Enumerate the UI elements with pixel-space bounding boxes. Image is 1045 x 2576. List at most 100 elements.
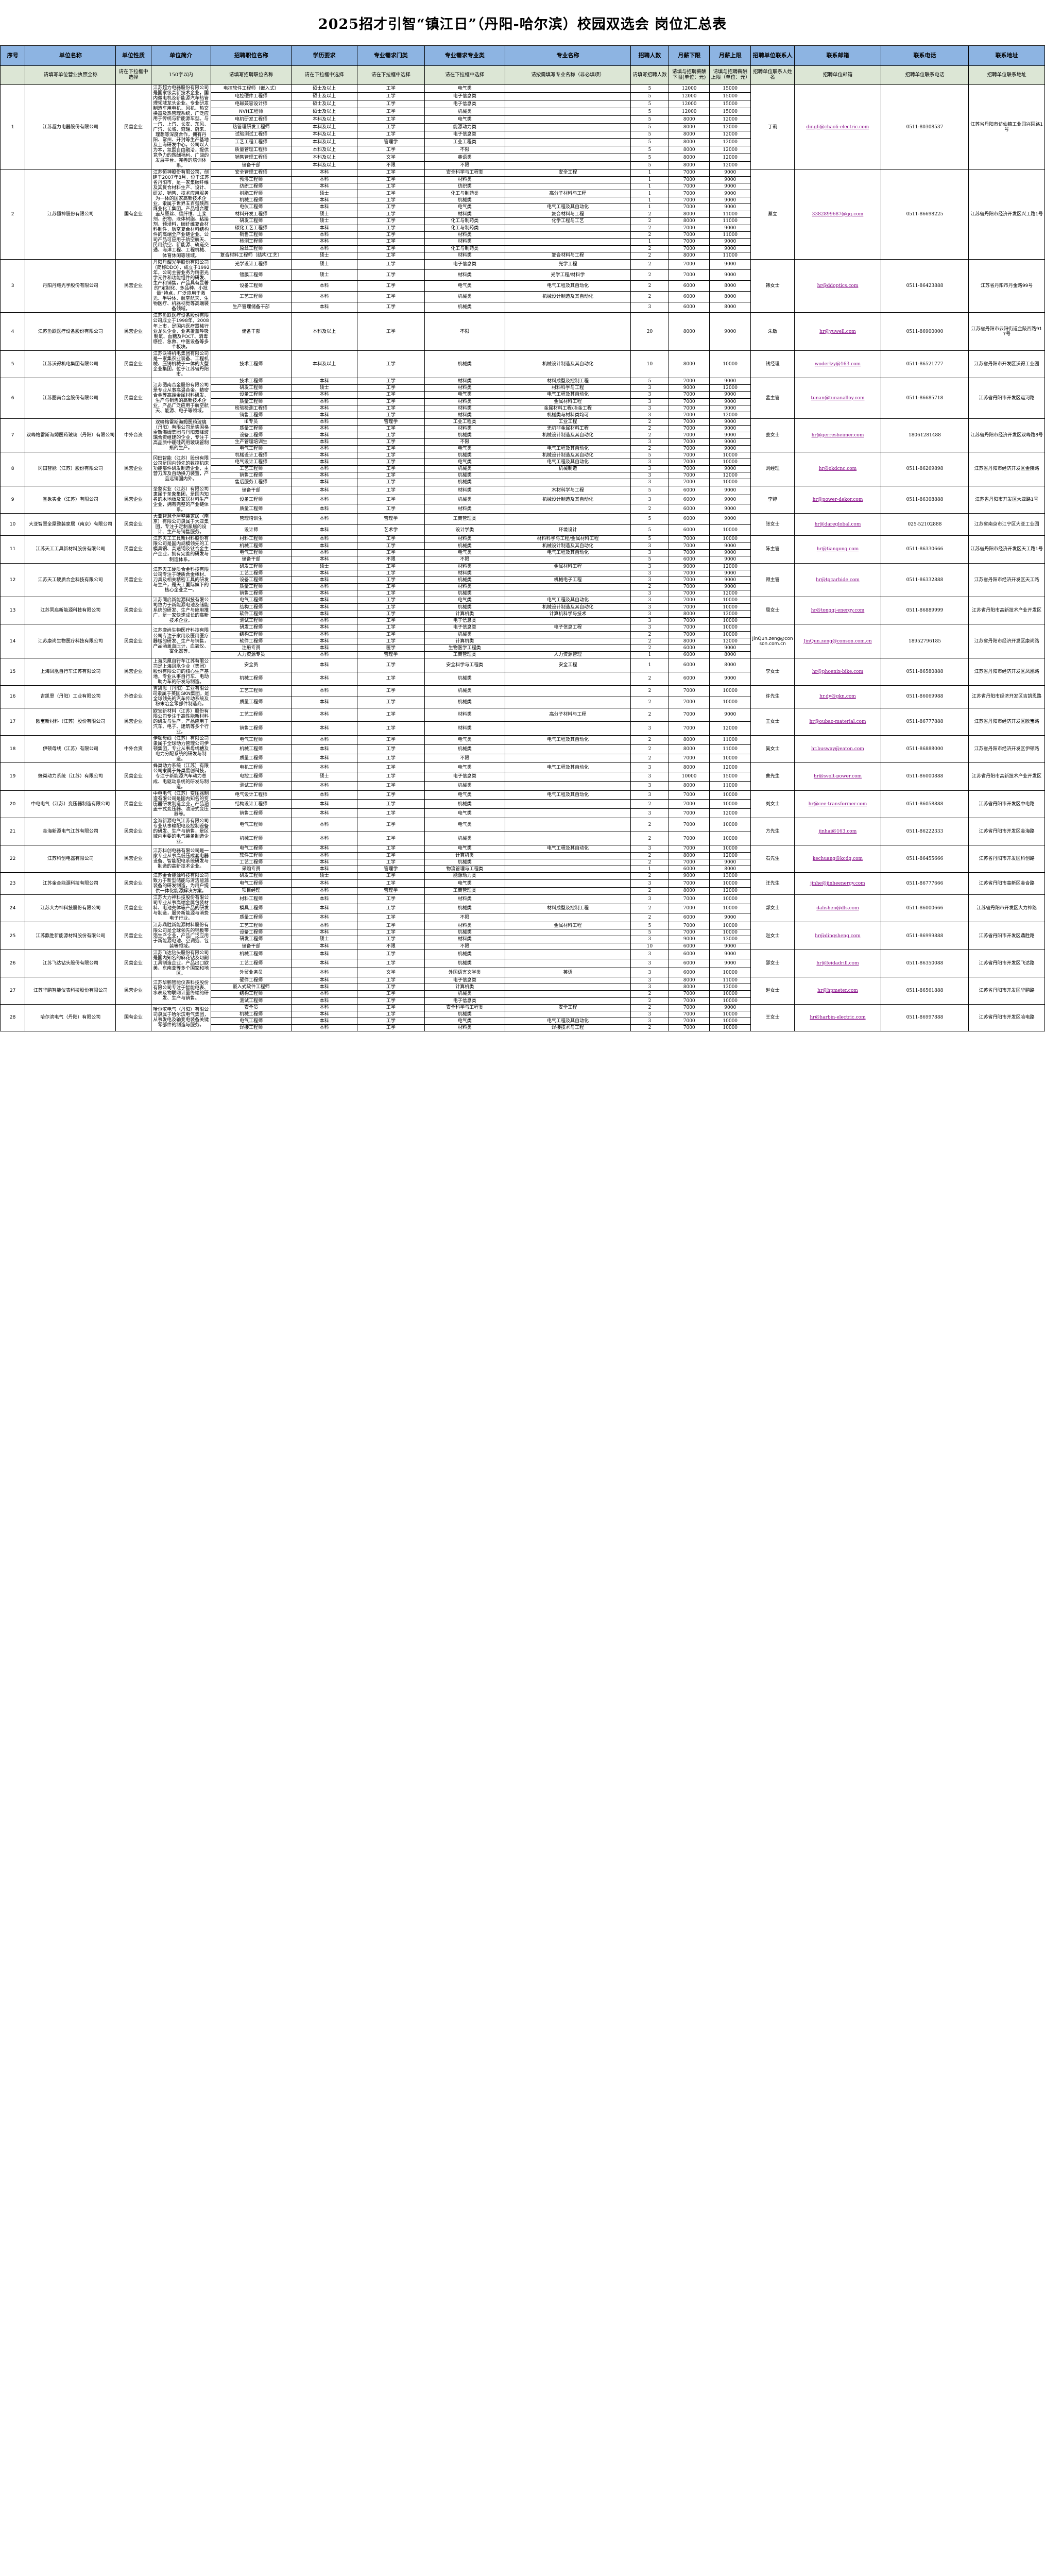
table-row: 人力资源专员 本科 管理学 工商管理类 人力资源管理 1 6000 8000 (1, 651, 1045, 658)
major-name: 材料科学与工程/金属材料工程 (504, 535, 631, 543)
contact-email-link[interactable]: hr@gerresheimer.com (794, 418, 881, 453)
job-title: 技术工程师 (210, 378, 292, 385)
salary-low: 7000 (668, 990, 710, 998)
headcount: 1 (630, 238, 669, 246)
contact-email-link[interactable]: hr@oubao-material.com (794, 707, 881, 736)
table-row: 质量工程师 本科 工学 材料类 无机非金属材料工程 2 7000 9000 (1, 425, 1045, 432)
salary-high: 10000 (709, 617, 751, 625)
contact-email-link[interactable]: hr@svolt-power.com (794, 762, 881, 791)
major-category: 工学 (357, 845, 425, 853)
contact-email-link[interactable]: jinhai@163.com (794, 818, 881, 846)
major-subcategory: 能源动力类 (424, 872, 505, 880)
major-subcategory: 电气类 (424, 280, 505, 292)
contact-email-link[interactable]: hr@yuwell.com (794, 312, 881, 351)
table-row: 储备干部 本科 不限 不限 10 6000 9000 (1, 942, 1045, 950)
major-subcategory: 机械类 (424, 495, 505, 505)
headcount: 5 (630, 452, 669, 460)
salary-high: 10000 (709, 479, 751, 486)
contact-email-link[interactable]: hr@tongqi-energy.com (794, 597, 881, 625)
job-title: 研发工程师 (210, 384, 292, 392)
major-subcategory: 机械类 (424, 799, 505, 809)
contact-person: 陈主管 (750, 535, 795, 564)
contact-email-link[interactable]: kechuang@kcdq.com (794, 845, 881, 873)
education-requirement: 本科 (291, 176, 357, 184)
contact-email-link[interactable]: hr.busway@eaton.com (794, 735, 881, 764)
job-title: 电控工程师 (210, 772, 292, 782)
headcount: 1 (630, 657, 669, 672)
company-name: 江苏鼎胜新能源材料股份有限公司 (25, 922, 116, 950)
education-requirement: 本科 (291, 378, 357, 385)
salary-high: 11000 (709, 252, 751, 260)
major-name (504, 936, 631, 943)
column-hint-2: 请在下拉框中选择 (115, 65, 151, 85)
major-category: 工学 (357, 245, 425, 253)
education-requirement: 硕士 (291, 210, 357, 218)
company-nature: 民营企业 (115, 872, 151, 895)
major-subcategory: 机械类 (424, 291, 505, 302)
contact-person: JinQun.zeng@conson.com.cn (750, 624, 795, 658)
major-subcategory: 机械类 (424, 301, 505, 313)
table-row: 设备工程师 本科 工学 电气类 电气工程及其自动化 2 6000 8000 (1, 280, 1045, 292)
contact-email-link[interactable]: hr@ddoptics.com (794, 259, 881, 313)
contact-email-link[interactable]: hr@power-dekor.com (794, 485, 881, 514)
salary-high: 10000 (709, 997, 751, 1005)
contact-email-link[interactable]: jinhe@jinheenergy.com (794, 872, 881, 895)
contact-phone: 0511-86777888 (880, 707, 969, 736)
contact-email-link[interactable]: hr@okdcnc.com (794, 452, 881, 486)
salary-high: 12000 (709, 887, 751, 895)
job-title: 电机工程师 (210, 762, 292, 773)
company-intro: 江苏金合能源科技有限公司致力于新型储能与清洁能源装备的研发制造，为用户提供一体化… (150, 872, 211, 895)
contact-email-link[interactable]: woderlzy@163.com (794, 350, 881, 379)
company-intro: 哈尔滨电气（丹阳）有限公司隶属于哈尔滨电气集团，从事发电及输变电装备关键零部件的… (150, 1004, 211, 1031)
education-requirement: 硕士 (291, 217, 357, 225)
education-requirement: 本科 (291, 196, 357, 205)
contact-email-link[interactable]: hr@dingsheng.com (794, 922, 881, 950)
company-intro: 丹阳丹耀光学股份有限公司（简称DDO），成立于1992年，公司主要业务为精密光学… (150, 259, 211, 313)
salary-high: 10000 (709, 922, 751, 929)
contact-email-link[interactable]: JinQun.zeng@conson.com.cn (794, 624, 881, 658)
contact-phone: 0511-86069988 (880, 685, 969, 708)
major-subcategory: 机械类 (424, 107, 505, 116)
contact-email-link[interactable]: dingli@chaoli-electric.com (794, 84, 881, 170)
contact-email-link[interactable]: hr@tiangong.com (794, 535, 881, 564)
contact-person: 丁莉 (750, 84, 795, 170)
headcount: 5 (630, 378, 669, 385)
salary-high: 12000 (709, 721, 751, 736)
major-name (504, 997, 631, 1005)
contact-email-link[interactable]: hr@harbin-electric.com (794, 1004, 881, 1031)
major-name: 复合材料与工程 (504, 210, 631, 218)
contact-email-link[interactable]: hr@hpmeter.com (794, 977, 881, 1005)
job-title: 注册专员 (210, 644, 292, 652)
contact-email-link[interactable]: hr@dareglobal.com (794, 513, 881, 536)
table-row: 4 江苏鱼跃医疗设备股份有限公司 民营企业 江苏鱼跃医疗设备股份有限公司成立于1998… (0, 312, 1045, 351)
contact-email-link[interactable]: hr@cee-transformer.com (794, 790, 881, 819)
contact-email-link[interactable]: dalishen@dls.com (794, 894, 881, 923)
company-nature: 民营企业 (115, 259, 151, 313)
table-row: 19 蜂巢动力系统（江苏）有限公司 民营企业 蜂巢动力系统（江苏）有限公司隶属于蜂巢易… (0, 762, 1045, 791)
major-category: 工学 (357, 472, 425, 480)
salary-high: 9000 (709, 556, 751, 564)
major-category: 工学 (357, 1010, 425, 1018)
column-header-1: 单位名称 (25, 45, 116, 66)
salary-low: 8000 (668, 781, 710, 791)
row-index: 10 (0, 513, 26, 536)
contact-email-link[interactable]: tunan@tunanalloy.com (794, 378, 881, 419)
job-title: 树脂工程师 (210, 190, 292, 197)
education-requirement: 本科 (291, 671, 357, 686)
major-category: 工学 (357, 997, 425, 1005)
contact-address: 江苏省丹阳市开发区运河路 (968, 378, 1045, 419)
contact-email-link[interactable]: 3382899687@qq.com (794, 169, 881, 260)
major-subcategory: 机械类 (424, 431, 505, 439)
major-name (504, 990, 631, 998)
headcount: 1 (630, 169, 669, 177)
contact-email-link[interactable]: hr@feidadrill.com (794, 949, 881, 978)
major-category: 工学 (357, 107, 425, 116)
contact-email-link[interactable]: hr.dy@gkn.com (794, 685, 881, 708)
job-title: 设计师 (210, 524, 292, 536)
job-title: 销售工程师 (210, 721, 292, 736)
major-name: 电气工程及其自动化 (504, 204, 631, 211)
contact-email-link[interactable]: hr@phoenix-bike.com (794, 657, 881, 686)
contact-email-link[interactable]: hr@tgcarbide.com (794, 563, 881, 598)
job-title: 镀膜工程师 (210, 269, 292, 281)
education-requirement: 本科 (291, 990, 357, 998)
